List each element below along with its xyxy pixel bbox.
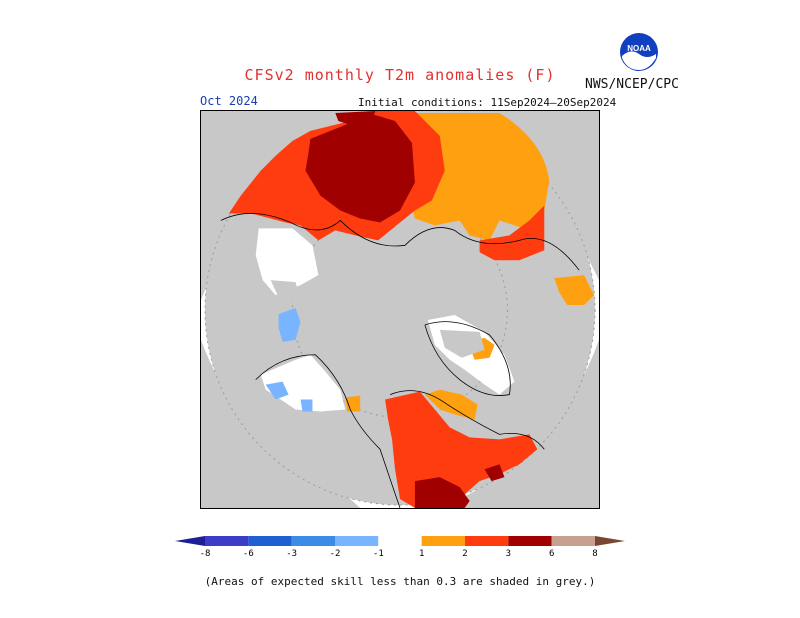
anomaly-region-west-blue	[278, 308, 301, 342]
colorbar-tick-label: 6	[548, 549, 555, 559]
map-corner-nw	[201, 111, 400, 301]
map-corner-sw	[201, 339, 361, 508]
colorbar-bin	[421, 536, 465, 546]
anomaly-region-small-orange	[345, 395, 361, 412]
anomaly-region-northern-strip	[335, 111, 376, 125]
colorbar-tick-label: 3	[505, 549, 512, 559]
colorbar-tick-label: 2	[462, 549, 468, 559]
colorbar-left-arrow	[175, 536, 205, 546]
map-corner-se	[449, 339, 599, 508]
noaa-logo: NOAA	[620, 33, 658, 71]
map-corner-ne	[400, 111, 599, 281]
colorbar-tick-label: -2	[329, 549, 341, 559]
colorbar-bin	[291, 536, 335, 546]
colorbar-bin	[335, 536, 379, 546]
chart-title: CFSv2 monthly T2m anomalies (F)	[244, 66, 556, 84]
coastlines	[220, 213, 580, 508]
anomaly-region-hudson-dark-red	[484, 464, 505, 482]
colorbar-tick-label: -6	[242, 549, 254, 559]
anomaly-region-east-russia	[479, 205, 545, 261]
colorbar-right-arrow	[595, 536, 625, 546]
anomaly-region-mid-blue	[300, 399, 313, 412]
agency-label: NWS/NCEP/CPC	[585, 77, 679, 92]
colorbar-tick-label: -3	[286, 549, 298, 559]
low-skill-patch-2	[270, 280, 301, 303]
logo-text: NOAA	[627, 44, 651, 53]
colorbar-bin	[378, 536, 422, 546]
colorbar-tick-label: -8	[199, 549, 211, 559]
colorbar-bin	[551, 536, 595, 546]
anomaly-region-east-asia	[554, 275, 595, 306]
colorbar-tick-label: 8	[592, 549, 598, 559]
outer-latitude-circle	[204, 114, 596, 506]
colorbar-bin	[508, 536, 552, 546]
anomaly-region-north-america-red	[385, 391, 538, 508]
polar-anomaly-map	[200, 110, 600, 509]
colorbar-tick-label: 1	[418, 549, 425, 559]
near-normal-region-alaska	[260, 354, 346, 412]
forecast-month-label: Oct 2024	[200, 94, 258, 108]
anomaly-region-canada-orange	[424, 389, 478, 420]
anomaly-region-north-america-dark-red	[414, 477, 470, 508]
skill-footnote: (Areas of expected skill less than 0.3 a…	[204, 575, 596, 588]
colorbar-bin	[465, 536, 509, 546]
initial-conditions-label: Initial conditions: 11Sep2024—20Sep2024	[358, 96, 617, 109]
colorbar-bin	[205, 536, 249, 546]
near-normal-region-north-africa	[255, 228, 319, 296]
colorbar-bin	[248, 536, 292, 546]
colorbar-tick-label: -1	[372, 549, 384, 559]
anomaly-region-alaska-blue	[265, 381, 289, 400]
colorbar	[175, 536, 625, 546]
anomaly-region-eurasia-dark-red	[305, 114, 415, 223]
low-skill-patch-1	[439, 329, 485, 358]
